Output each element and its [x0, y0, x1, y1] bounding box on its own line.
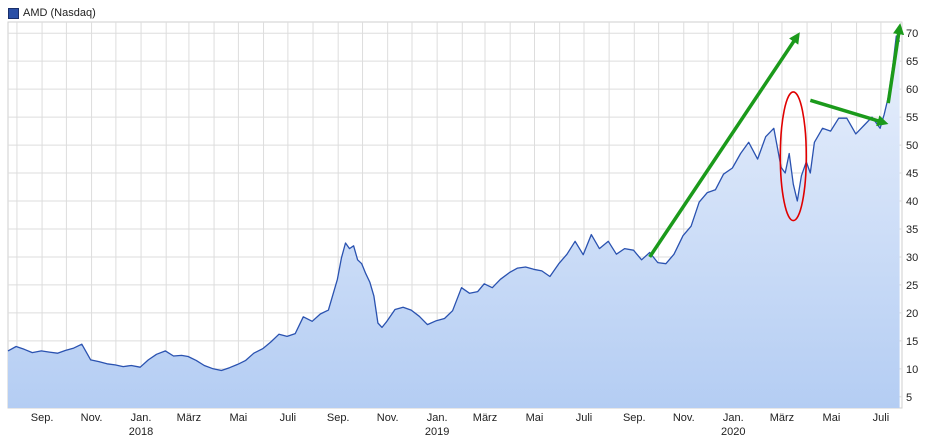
chart-legend: AMD (Nasdaq)	[8, 6, 96, 20]
y-tick-label: 40	[906, 196, 918, 208]
x-tick-label: März	[770, 412, 794, 424]
x-year-label: 2019	[425, 426, 449, 438]
x-tick-label: Sep.	[623, 412, 646, 424]
y-tick-label: 5	[906, 392, 912, 404]
y-tick-label: 60	[906, 84, 918, 96]
y-tick-label: 15	[906, 336, 918, 348]
crash-highlight-ellipse	[779, 91, 808, 222]
x-tick-label: Jan.	[427, 412, 448, 424]
legend-label-amd: AMD (Nasdaq)	[23, 7, 96, 19]
chart-annotation-layer	[648, 23, 905, 258]
y-tick-label: 50	[906, 140, 918, 152]
x-tick-label: Jan.	[131, 412, 152, 424]
y-tick-label: 45	[906, 168, 918, 180]
x-tick-label: Sep.	[31, 412, 54, 424]
x-tick-label: Nov.	[81, 412, 103, 424]
x-year-label: 2020	[721, 426, 745, 438]
chart-area-layer	[7, 35, 901, 408]
x-year-label: 2018	[129, 426, 153, 438]
y-tick-label: 55	[906, 112, 918, 124]
y-tick-label: 65	[906, 56, 918, 68]
x-tick-label: Juli	[280, 412, 297, 424]
price-area	[8, 36, 900, 408]
x-tick-label: Juli	[576, 412, 593, 424]
y-tick-label: 30	[906, 252, 918, 264]
y-tick-label: 25	[906, 280, 918, 292]
y-tick-label: 20	[906, 308, 918, 320]
trend-arrow	[809, 98, 889, 127]
x-axis-ticks: Sep. Nov. Jan. März Mai Juli Sep. Nov. Jan. März M…	[31, 412, 889, 438]
y-axis-ticks: 5 10 15 20 25 30 35 40 45 50 55 60 65 70	[906, 28, 918, 404]
x-tick-label: Nov.	[673, 412, 695, 424]
legend-swatch-amd	[8, 7, 19, 19]
x-tick-label: Nov.	[377, 412, 399, 424]
y-tick-label: 70	[906, 28, 918, 40]
x-tick-label: Mai	[823, 412, 841, 424]
trend-arrow	[886, 23, 905, 104]
price-line	[7, 35, 901, 372]
trend-arrow	[648, 32, 800, 258]
x-tick-label: März	[473, 412, 497, 424]
x-tick-label: Mai	[526, 412, 544, 424]
x-tick-label: Mai	[230, 412, 248, 424]
y-tick-label: 35	[906, 224, 918, 236]
x-tick-label: Juli	[873, 412, 890, 424]
x-tick-label: Jan.	[723, 412, 744, 424]
y-tick-label: 10	[906, 364, 918, 376]
x-tick-label: Sep.	[327, 412, 350, 424]
x-tick-label: März	[177, 412, 201, 424]
